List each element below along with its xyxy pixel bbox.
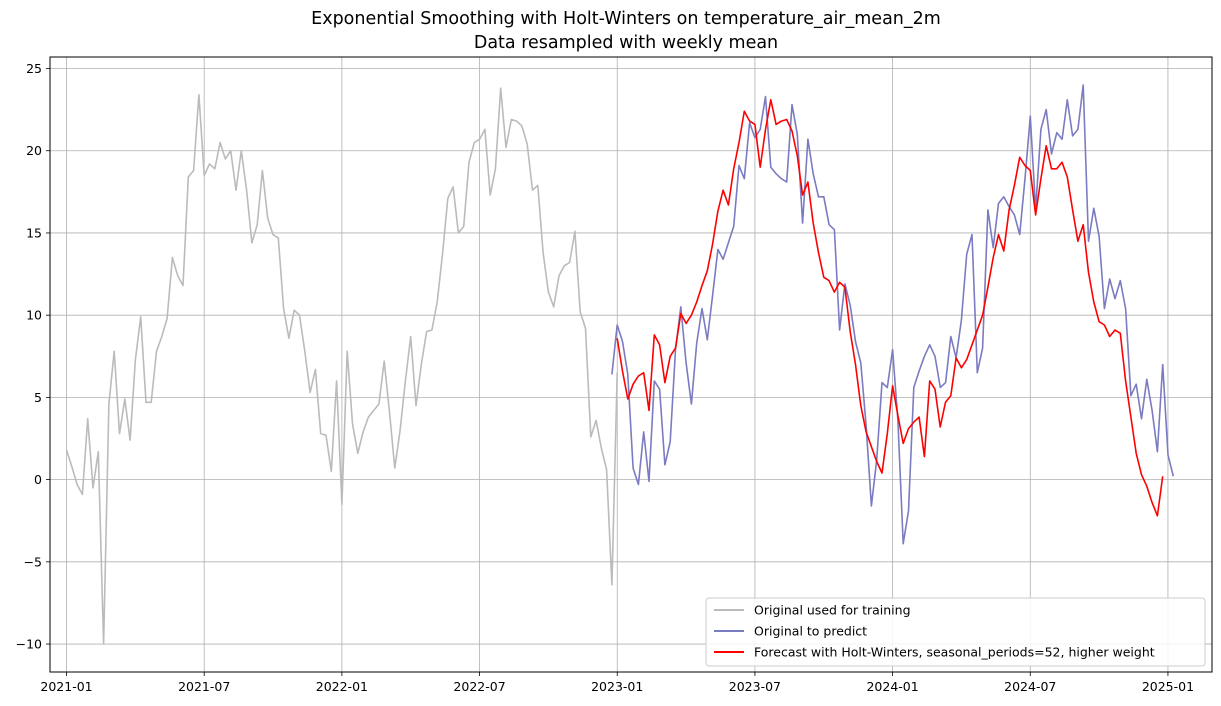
chart-subtitle: Data resampled with weekly mean	[474, 33, 778, 53]
series-line-training	[65, 87, 618, 645]
y-tick-label: 15	[26, 225, 42, 240]
legend-label-forecast: Forecast with Holt-Winters, seasonal_per…	[754, 645, 1155, 660]
y-tick-label: 25	[26, 61, 42, 76]
series-line-predict	[611, 84, 1175, 545]
legend-label-predict: Original to predict	[754, 624, 867, 639]
plot-area-frame	[49, 56, 1213, 673]
y-tick-label: 20	[26, 143, 42, 158]
y-tick-label: 10	[26, 308, 42, 323]
x-tick-label: 2022-01	[316, 679, 368, 694]
x-tick-label: 2023-07	[729, 679, 781, 694]
legend-label-training: Original used for training	[754, 603, 911, 618]
y-tick-label: 0	[34, 472, 42, 487]
x-tick-label: 2024-01	[866, 679, 918, 694]
y-tick-label: −5	[24, 554, 42, 569]
legend: Original used for training Original to p…	[705, 597, 1206, 667]
grid	[50, 57, 1212, 672]
series-line-forecast	[616, 99, 1164, 517]
x-tick-label: 2025-01	[1142, 679, 1194, 694]
y-tick-label: −10	[16, 637, 42, 652]
legend-box	[705, 597, 1206, 667]
x-tick-label: 2021-01	[40, 679, 92, 694]
axis-ticks: 2021-01 2021-07 2022-01 2022-07 2023-01 2023-…	[16, 61, 1194, 694]
x-tick-label: 2023-01	[591, 679, 643, 694]
x-tick-label: 2022-07	[453, 679, 505, 694]
y-tick-label: 5	[34, 390, 42, 405]
x-tick-label: 2024-07	[1004, 679, 1056, 694]
x-tick-label: 2021-07	[178, 679, 230, 694]
series-lines	[65, 84, 1175, 645]
chart-title: Exponential Smoothing with Holt-Winters …	[311, 9, 941, 29]
